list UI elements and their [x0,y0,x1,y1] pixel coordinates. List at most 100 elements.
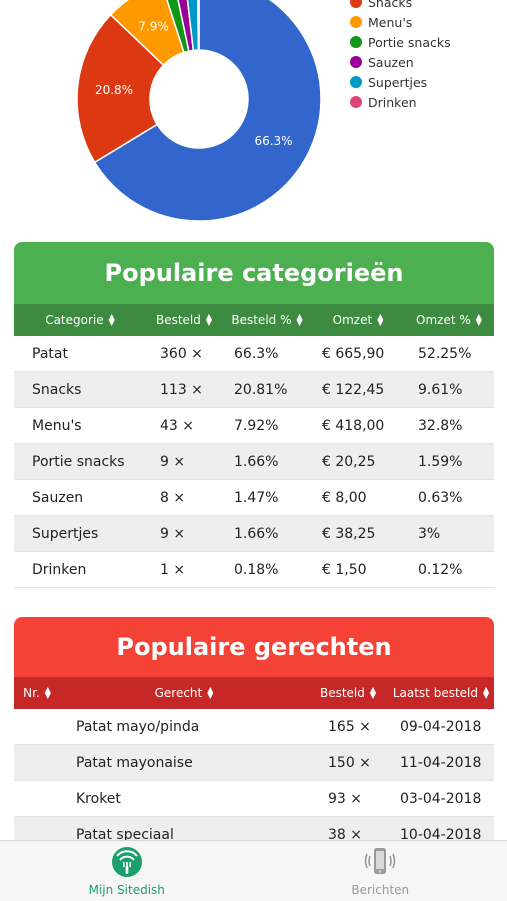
legend-color-swatch [350,16,362,28]
category-cell: 8 × [146,490,222,506]
bottom-tab-bar: Mijn Sitedish Berichten [0,840,507,901]
dish-cell: 93 × [308,791,388,807]
sort-arrows-icon: ▲▼ [45,687,51,699]
legend-item[interactable]: Supertjes [350,72,451,92]
popular-dishes-title: Populaire gerechten [14,617,494,677]
category-cell: € 122,45 [312,382,404,398]
category-cell: 9 × [146,526,222,542]
tab-berichten-label: Berichten [351,883,409,897]
donut-slice-label: 7.9% [138,20,169,34]
category-cell: Supertjes [14,526,146,542]
dish-column-header[interactable]: Gerecht ▲▼ [60,677,308,709]
sort-arrows-icon: ▲▼ [109,314,115,326]
tab-mijn-sitedish-label: Mijn Sitedish [89,883,165,897]
category-cell: 0.63% [404,490,494,506]
column-header-label: Besteld [156,313,201,327]
category-cell: 52.25% [404,346,494,362]
category-cell: € 20,25 [312,454,404,470]
column-header-label: Laatst besteld [393,686,478,700]
category-column-header[interactable]: Categorie ▲▼ [14,304,146,336]
category-column-header[interactable]: Omzet ▲▼ [312,304,404,336]
category-cell: Portie snacks [14,454,146,470]
category-cell: € 418,00 [312,418,404,434]
phone-vibrate-icon [363,845,397,879]
category-cell: 360 × [146,346,222,362]
category-cell: Patat [14,346,146,362]
popular-categories-title: Populaire categorieën [14,242,494,304]
column-header-label: Besteld [320,686,365,700]
legend-item[interactable]: Portie snacks [350,32,451,52]
dish-column-header[interactable]: Besteld ▲▼ [308,677,388,709]
legend-item[interactable]: Drinken [350,92,451,112]
tab-mijn-sitedish[interactable]: Mijn Sitedish [0,841,254,901]
legend-item[interactable]: Menu's [350,12,451,32]
legend-color-swatch [350,0,362,8]
category-cell: 0.18% [222,562,312,578]
category-cell: 9.61% [404,382,494,398]
category-cell: Snacks [14,382,146,398]
sort-arrows-icon: ▲▼ [476,314,482,326]
legend-item[interactable]: Snacks [350,0,451,12]
donut-slice-drinken[interactable] [198,0,199,50]
sitedish-icon [110,845,144,879]
dishes-table-header: Nr. ▲▼ Gerecht ▲▼ Besteld ▲▼ Laatst besteld ▲▼ [14,677,494,709]
legend-color-swatch [350,36,362,48]
dish-cell: 165 × [308,719,388,735]
category-cell: € 38,25 [312,526,404,542]
legend-label: Portie snacks [368,35,451,50]
category-cell: 3% [404,526,494,542]
sort-arrows-icon: ▲▼ [370,687,376,699]
column-header-label: Omzet [333,313,373,327]
popular-categories-card: Populaire categorieën Categorie▲▼Besteld… [14,242,494,588]
dish-cell: Patat mayonaise [60,755,308,771]
legend-label: Drinken [368,95,417,110]
column-header-label: Besteld % [231,313,291,327]
sort-arrows-icon: ▲▼ [296,314,302,326]
category-cell: 0.12% [404,562,494,578]
legend-item[interactable]: Sauzen [350,52,451,72]
category-column-header[interactable]: Omzet % ▲▼ [404,304,494,336]
dish-cell: Patat mayo/pinda [60,719,308,735]
column-header-label: Categorie [45,313,103,327]
category-cell: 66.3% [222,346,312,362]
dish-cell: 11-04-2018 [388,755,494,771]
tab-berichten[interactable]: Berichten [254,841,507,901]
category-cell: 43 × [146,418,222,434]
category-cell: 113 × [146,382,222,398]
dish-cell: 03-04-2018 [388,791,494,807]
category-cell: Drinken [14,562,146,578]
category-cell: 1.59% [404,454,494,470]
category-cell: € 665,90 [312,346,404,362]
sort-arrows-icon: ▲▼ [377,314,383,326]
dish-column-header[interactable]: Laatst besteld ▲▼ [388,677,494,709]
category-cell: 7.92% [222,418,312,434]
category-column-header[interactable]: Besteld ▲▼ [146,304,222,336]
sort-arrows-icon: ▲▼ [207,687,213,699]
dish-column-header[interactable]: Nr. ▲▼ [14,677,60,709]
category-cell: 32.8% [404,418,494,434]
category-cell: 20.81% [222,382,312,398]
popular-dishes-card: Populaire gerechten Nr.▲▼Gerecht▲▼Bestel… [14,617,494,853]
category-cell: 1.47% [222,490,312,506]
legend-color-swatch [350,56,362,68]
sort-arrows-icon: ▲▼ [206,314,212,326]
column-header-label: Omzet % [416,313,471,327]
category-column-header[interactable]: Besteld % ▲▼ [222,304,312,336]
sort-arrows-icon: ▲▼ [483,687,489,699]
column-header-label: Gerecht [155,686,203,700]
column-header-label: Nr. [23,686,40,700]
category-cell: Menu's [14,418,146,434]
